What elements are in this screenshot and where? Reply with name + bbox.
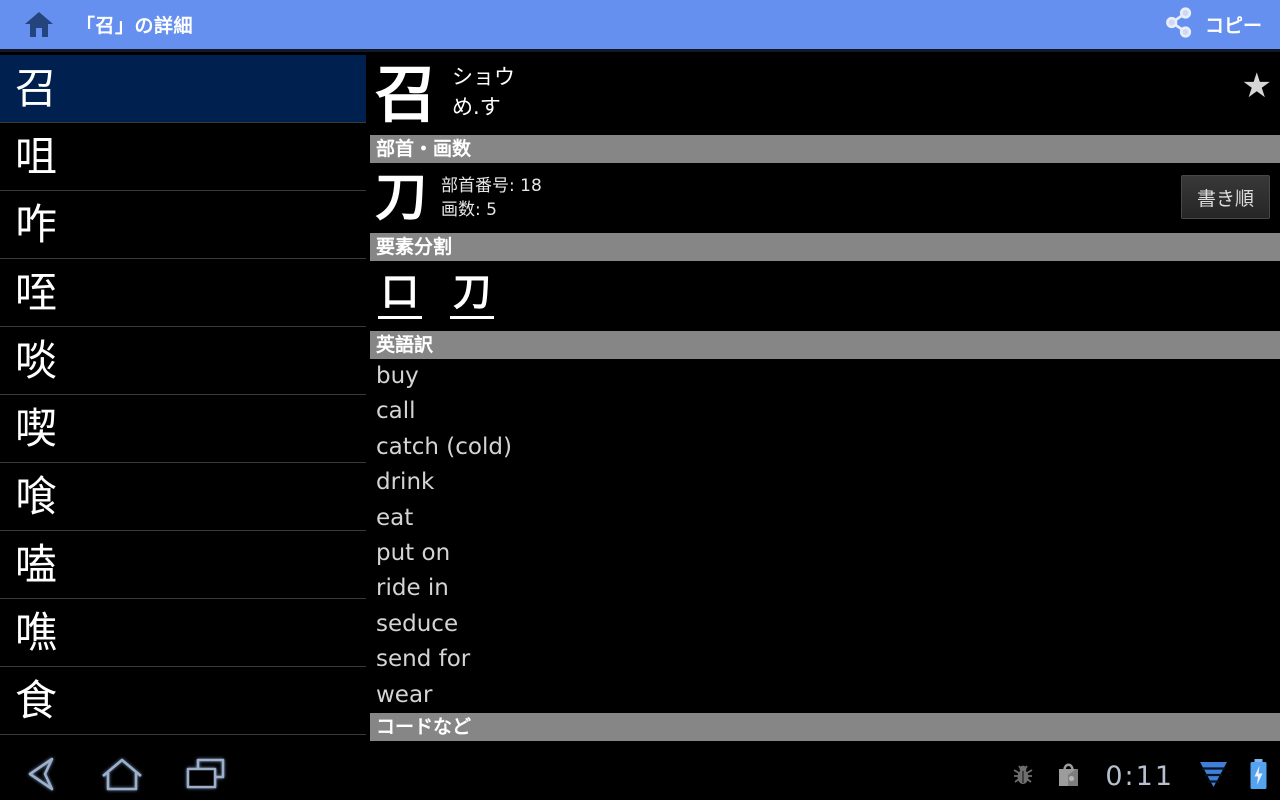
section-header-english: 英語訳: [370, 331, 1280, 359]
element-links: 口 刀: [370, 261, 1280, 331]
kanji-list-item[interactable]: 喰: [0, 463, 366, 531]
english-meaning-item[interactable]: wear: [376, 681, 433, 708]
english-meanings-list: buy call catch (cold) drink eat put on r…: [370, 359, 1280, 713]
kanji-list-item[interactable]: 食: [0, 667, 366, 735]
kanji-list: 召 咀 咋 咥 啖 喫 喰 嗑 噍 食: [0, 55, 366, 752]
kun-reading: め.す: [452, 95, 501, 119]
debug-bug-icon: [1010, 762, 1036, 790]
readings: ショウ め.す: [452, 62, 515, 135]
page-title: 「召」の詳細: [76, 15, 194, 37]
english-meaning-item[interactable]: eat: [376, 504, 414, 531]
stroke-order-button[interactable]: 書き順: [1180, 175, 1270, 219]
action-bar: 「召」の詳細 コピー: [0, 0, 1280, 52]
english-meaning-item[interactable]: put on: [376, 539, 451, 566]
kanji-label: 咥: [15, 267, 58, 317]
radical-row: 刀 部首番号: 18 画数: 5 書き順: [370, 163, 1280, 233]
section-header-codes: コードなど: [370, 712, 1280, 741]
english-meaning-item[interactable]: call: [376, 398, 416, 425]
kanji-list-item[interactable]: 喫: [0, 395, 366, 463]
kanji-label: 啖: [15, 335, 58, 385]
section-header-elements: 要素分割: [370, 233, 1280, 261]
kanji-label: 噍: [15, 607, 58, 657]
nav-buttons: [16, 755, 228, 797]
kanji-detail-pane: 召 ショウ め.す ★ 部首・画数 刀 部首番号: 18 画数: 5 書き順 要…: [370, 55, 1280, 752]
kanji-list-item[interactable]: 咋: [0, 191, 366, 259]
kanji-list-item[interactable]: 嗑: [0, 531, 366, 599]
english-meaning-item[interactable]: drink: [376, 469, 435, 496]
radical-char: 刀: [375, 168, 428, 228]
clock: 0:11: [1105, 760, 1174, 792]
market-bag-icon: [1056, 761, 1081, 792]
kanji-list-item[interactable]: 啖: [0, 327, 366, 395]
copy-label: コピー: [1204, 15, 1262, 37]
element-link[interactable]: 口: [378, 273, 423, 319]
kanji-list-item[interactable]: 咀: [0, 123, 366, 191]
stroke-count: 画数: 5: [441, 200, 497, 220]
copy-button[interactable]: コピー: [1165, 7, 1262, 42]
system-bar: 0:11: [0, 752, 1280, 800]
radical-info: 部首番号: 18 画数: 5: [441, 174, 542, 222]
battery-icon: [1249, 758, 1268, 794]
back-icon[interactable]: [16, 755, 62, 797]
kanji-list-item[interactable]: 咥: [0, 259, 366, 327]
kanji-label: 食: [15, 675, 58, 725]
recents-icon[interactable]: [182, 755, 228, 797]
kanji-list-item[interactable]: 噍: [0, 599, 366, 667]
home-icon[interactable]: [24, 10, 54, 39]
on-reading: ショウ: [452, 65, 516, 89]
kanji-label: 喰: [15, 471, 58, 521]
share-icon: [1165, 7, 1193, 42]
english-meaning-item[interactable]: seduce: [376, 610, 459, 637]
kanji-label: 嗑: [15, 539, 58, 589]
signal-icon: [1198, 761, 1229, 792]
kanji-large: 召: [375, 58, 438, 131]
element-link[interactable]: 刀: [450, 273, 495, 319]
kanji-list-item[interactable]: 召: [0, 55, 366, 123]
status-icons: 0:11: [1010, 752, 1268, 800]
english-meaning-item[interactable]: catch (cold): [376, 433, 512, 460]
english-meaning-item[interactable]: send for: [376, 646, 471, 673]
radical-number: 部首番号: 18: [441, 176, 542, 196]
english-meaning-item[interactable]: ride in: [376, 575, 449, 602]
home-nav-icon[interactable]: [98, 755, 146, 797]
favorite-star-icon[interactable]: ★: [1241, 66, 1272, 106]
kanji-label: 咀: [15, 131, 58, 181]
english-meaning-item[interactable]: buy: [376, 363, 419, 389]
kanji-label: 咋: [15, 199, 58, 249]
kanji-label: 喫: [15, 403, 58, 453]
kanji-header: 召 ショウ め.す ★: [370, 55, 1280, 135]
kanji-label: 召: [15, 63, 58, 113]
section-header-radical: 部首・画数: [370, 135, 1280, 163]
